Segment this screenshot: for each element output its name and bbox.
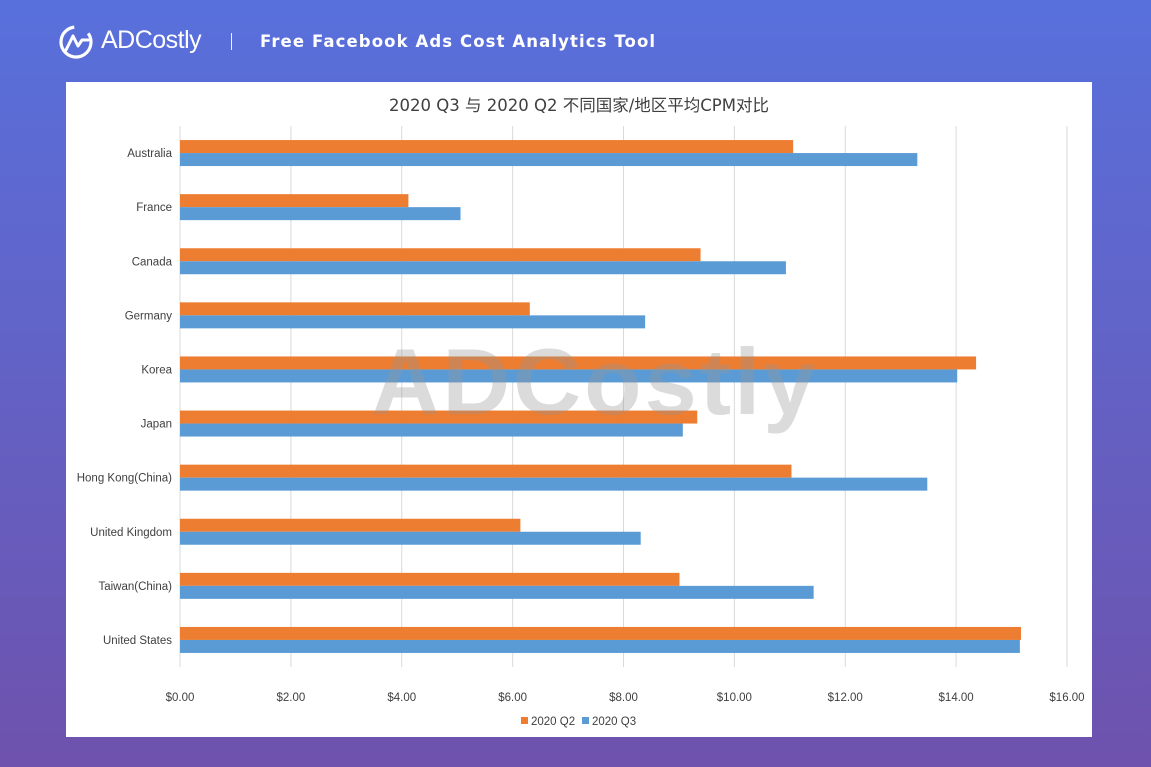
category-label: Japan bbox=[141, 419, 172, 431]
bar-q3[interactable] bbox=[180, 261, 786, 275]
header: ADCostly Free Facebook Ads Cost Analytic… bbox=[0, 0, 1151, 82]
category-label: Germany bbox=[125, 310, 173, 322]
header-tagline: Free Facebook Ads Cost Analytics Tool bbox=[260, 32, 657, 51]
category-label: Taiwan(China) bbox=[98, 581, 172, 593]
bar-q3[interactable] bbox=[180, 153, 918, 167]
legend-swatch bbox=[582, 717, 589, 724]
header-divider bbox=[231, 33, 232, 50]
category-label: United Kingdom bbox=[90, 527, 172, 539]
bar-q2[interactable] bbox=[180, 572, 680, 586]
bar-q3[interactable] bbox=[180, 531, 641, 545]
legend-label[interactable]: 2020 Q2 bbox=[531, 716, 575, 728]
bars bbox=[180, 140, 1021, 653]
legend-label[interactable]: 2020 Q3 bbox=[592, 716, 636, 728]
adcostly-logo-icon[interactable] bbox=[58, 24, 94, 60]
x-tick-label: $4.00 bbox=[387, 692, 416, 704]
bar-q2[interactable] bbox=[180, 140, 794, 154]
brand-name[interactable]: ADCostly bbox=[101, 26, 202, 54]
cpm-bar-chart: 2020 Q3 与 2020 Q2 不同国家/地区平均CPM对比 Austral… bbox=[77, 96, 1085, 728]
bar-q3[interactable] bbox=[180, 585, 814, 599]
legend: 2020 Q2 2020 Q3 bbox=[521, 716, 636, 728]
bar-q2[interactable] bbox=[180, 626, 1021, 640]
chart-panel: 2020 Q3 与 2020 Q2 不同国家/地区平均CPM对比 Austral… bbox=[66, 82, 1092, 737]
bar-q3[interactable] bbox=[180, 315, 646, 329]
x-tick-label: $6.00 bbox=[498, 692, 527, 704]
x-tick-label: $12.00 bbox=[828, 692, 863, 704]
legend-swatch bbox=[521, 717, 528, 724]
bar-q3[interactable] bbox=[180, 207, 461, 221]
bar-q2[interactable] bbox=[180, 518, 521, 532]
chart-title: 2020 Q3 与 2020 Q2 不同国家/地区平均CPM对比 bbox=[389, 96, 769, 115]
bar-q2[interactable] bbox=[180, 356, 977, 370]
bar-q2[interactable] bbox=[180, 248, 701, 262]
bar-q3[interactable] bbox=[180, 639, 1020, 653]
x-tick-label: $16.00 bbox=[1049, 692, 1084, 704]
x-tick-label: $14.00 bbox=[939, 692, 974, 704]
category-label: United States bbox=[103, 635, 172, 647]
x-tick-label: $8.00 bbox=[609, 692, 638, 704]
category-label: Australia bbox=[127, 148, 172, 160]
bar-q3[interactable] bbox=[180, 423, 683, 437]
category-labels: Australia France Canada Germany Korea Japan Ho… bbox=[77, 148, 173, 647]
category-label: Canada bbox=[132, 256, 173, 268]
bar-q2[interactable] bbox=[180, 194, 409, 208]
x-tick-labels: $0.00 $2.00 $4.00 $6.00 $8.00 $10.00 $12.00 $14… bbox=[166, 692, 1085, 704]
bar-q2[interactable] bbox=[180, 302, 530, 316]
bar-q2[interactable] bbox=[180, 464, 792, 478]
category-label: Korea bbox=[141, 364, 172, 376]
x-tick-label: $2.00 bbox=[276, 692, 305, 704]
x-tick-label: $0.00 bbox=[166, 692, 195, 704]
x-tick-label: $10.00 bbox=[717, 692, 752, 704]
bar-q3[interactable] bbox=[180, 477, 928, 491]
bar-q2[interactable] bbox=[180, 410, 698, 424]
bar-q3[interactable] bbox=[180, 369, 958, 383]
category-label: Hong Kong(China) bbox=[77, 473, 172, 485]
category-label: France bbox=[136, 202, 172, 214]
